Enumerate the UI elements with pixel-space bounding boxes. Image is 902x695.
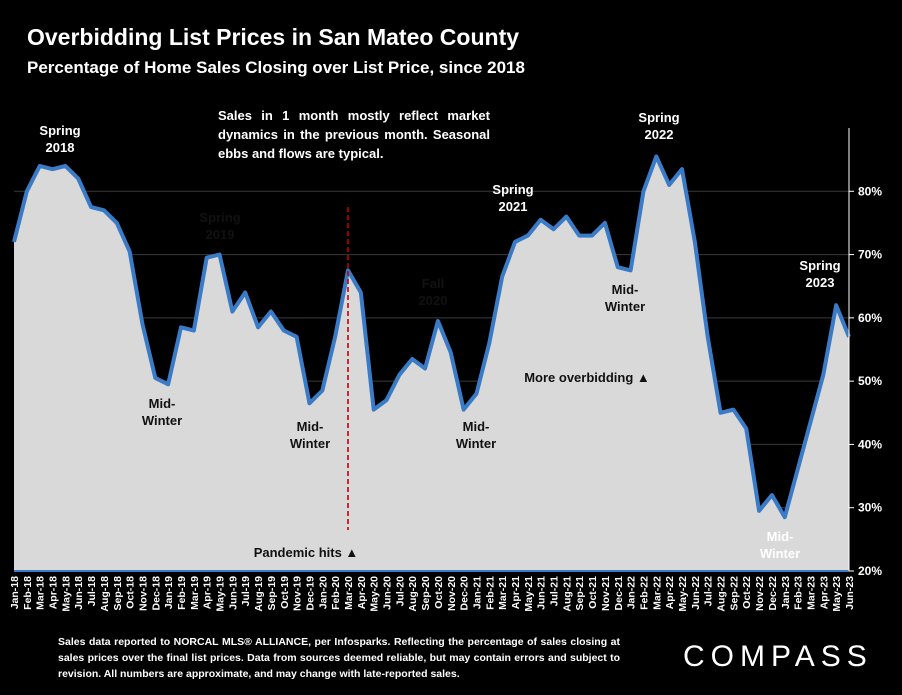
x-tick-label: Apr-23 (818, 576, 830, 609)
x-tick-label: Feb-23 (793, 576, 805, 610)
x-tick-label: Oct-18 (125, 576, 137, 609)
x-tick-label: Jul-20 (394, 576, 406, 607)
x-tick-label: Mar-18 (35, 576, 47, 610)
label-midwinter-2022: Mid- Winter (604, 282, 646, 314)
label-midwinter-2023: Mid- Winter (759, 529, 801, 561)
x-tick-label: Aug-19 (253, 576, 265, 612)
x-tick-label: Apr-20 (356, 576, 368, 609)
x-tick-label: Jul-18 (86, 576, 98, 607)
series-line (12, 154, 851, 520)
x-tick-label: Aug-18 (99, 576, 111, 612)
label-more-overbidding: More overbidding ▲ (524, 370, 650, 385)
x-tick-label: Nov-22 (754, 576, 766, 611)
x-tick-label: Apr-22 (664, 576, 676, 609)
x-tick-label: Jun-18 (73, 576, 85, 610)
chart-note: Sales in 1 month mostly reflect market d… (218, 108, 490, 161)
x-tick-label: Dec-19 (304, 576, 316, 611)
label-spring-2023: Spring 2023 (799, 258, 841, 290)
source-footnote: Sales data reported to NORCAL MLS® ALLIA… (58, 636, 620, 680)
x-tick-label: Oct-22 (741, 576, 753, 609)
x-tick-label: Sep-21 (574, 576, 586, 611)
x-tick-label: Mar-21 (497, 576, 509, 610)
area-fill (14, 156, 849, 571)
x-tick-label: Apr-18 (48, 576, 60, 609)
x-tick-label: Aug-22 (716, 576, 728, 612)
label-spring-2018: Spring 2018 (39, 123, 81, 155)
x-tick-label: Aug-20 (407, 576, 419, 612)
label-spring-2019: Spring 2019 (199, 210, 241, 242)
x-tick-label: Oct-21 (587, 576, 599, 609)
x-tick-label: Sep-20 (420, 576, 432, 611)
x-tick-label: May-23 (831, 576, 843, 612)
x-tick-label: Jan-22 (626, 576, 638, 609)
x-tick-label: Nov-20 (446, 576, 458, 611)
label-midwinter-2020: Mid- Winter (289, 419, 331, 451)
x-tick-label: Jun-21 (536, 576, 548, 610)
x-tick-label: May-20 (369, 576, 381, 612)
area-chart: 20% 30% 40% 50% 60% 70% 80% Jan-18 Feb-18 Mar-18… (9, 128, 882, 612)
x-tick-label: Sep-19 (266, 576, 278, 611)
x-tick-label: Dec-18 (150, 576, 162, 611)
label-fall-2020: Fall 2020 (418, 276, 448, 308)
chart-title: Overbidding List Prices in San Mateo Cou… (27, 24, 520, 50)
x-tick-label: Apr-19 (202, 576, 214, 609)
x-tick-label: Jun-22 (690, 576, 702, 610)
x-tick-label: Nov-19 (292, 576, 304, 611)
label-spring-2021: Spring 2021 (492, 182, 534, 214)
x-tick-label: Jul-22 (703, 576, 715, 607)
x-tick-label: Aug-21 (561, 576, 573, 612)
x-tick-label: Apr-21 (510, 576, 522, 609)
x-tick-label: May-21 (523, 576, 535, 612)
x-tick-label: Mar-23 (805, 576, 817, 610)
x-tick-label: May-18 (60, 576, 72, 612)
y-tick-label: 70% (858, 248, 882, 262)
x-tick-label: Mar-22 (651, 576, 663, 610)
x-tick-label: Oct-19 (279, 576, 291, 609)
compass-logo: COMPASS (683, 640, 873, 673)
x-tick-label: Jun-23 (844, 576, 856, 610)
x-tick-label: Feb-18 (22, 576, 34, 610)
y-tick-label: 20% (858, 564, 882, 578)
x-tick-label: May-19 (215, 576, 227, 612)
y-tick-label: 50% (858, 374, 882, 388)
label-midwinter-2019: Mid- Winter (141, 396, 183, 428)
x-tick-label: Jun-19 (227, 576, 239, 610)
x-tick-label: Mar-19 (189, 576, 201, 610)
x-tick-label: Feb-20 (330, 576, 342, 610)
x-tick-label: Jan-20 (317, 576, 329, 609)
x-tick-label: Jan-19 (163, 576, 175, 609)
x-tick-label: Jan-23 (780, 576, 792, 609)
x-tick-label: Oct-20 (433, 576, 445, 609)
x-tick-label: Dec-22 (767, 576, 779, 611)
label-midwinter-2021: Mid- Winter (455, 419, 497, 451)
y-tick-label: 40% (858, 437, 882, 451)
x-tick-label: Feb-22 (638, 576, 650, 610)
x-tick-label: Mar-20 (343, 576, 355, 610)
x-tick-label: May-22 (677, 576, 689, 612)
x-tick-label: Feb-19 (176, 576, 188, 610)
x-tick-label: Jun-20 (382, 576, 394, 610)
x-tick-label: Jul-19 (240, 576, 252, 607)
x-tick-label: Dec-20 (459, 576, 471, 611)
x-tick-label: Sep-18 (112, 576, 124, 611)
label-pandemic-hits: Pandemic hits ▲ (253, 545, 359, 560)
chart-subtitle: Percentage of Home Sales Closing over Li… (27, 58, 525, 77)
y-tick-label: 80% (858, 184, 882, 198)
x-tick-label: Feb-21 (484, 576, 496, 610)
label-spring-2022: Spring 2022 (638, 110, 680, 142)
y-tick-label: 30% (858, 501, 882, 515)
x-tick-label: Dec-21 (613, 576, 625, 611)
y-tick-label: 60% (858, 311, 882, 325)
x-tick-label: Jan-18 (9, 576, 21, 609)
x-tick-label: Sep-22 (728, 576, 740, 611)
x-tick-label: Nov-18 (137, 576, 149, 611)
x-tick-label: Jul-21 (549, 576, 561, 607)
x-tick-label: Jan-21 (471, 576, 483, 609)
x-tick-label: Nov-21 (600, 576, 612, 611)
